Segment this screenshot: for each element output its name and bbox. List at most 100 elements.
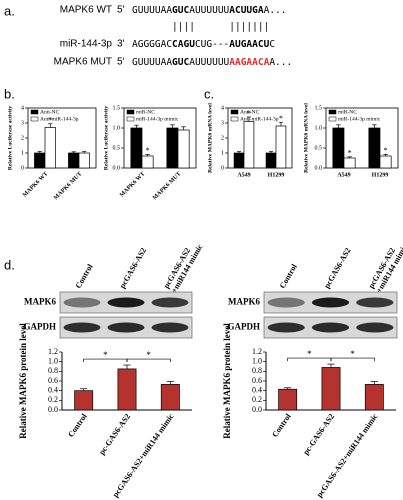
error-bar bbox=[82, 151, 87, 153]
y-tick-label: 0.0 bbox=[113, 165, 121, 171]
y-tick-label: 1.0 bbox=[48, 356, 58, 365]
lane-label-line: pcGAS6-AS2 bbox=[322, 246, 352, 290]
bar bbox=[141, 155, 154, 169]
legend-label: Anti-NC bbox=[40, 109, 60, 115]
y-tick-label: 1.0 bbox=[315, 125, 323, 131]
bar bbox=[166, 127, 179, 169]
panel-label: d. bbox=[4, 257, 15, 272]
legend-label: miR-NC bbox=[136, 109, 155, 115]
lane-label-line: pcGAS6-AS2 bbox=[118, 246, 148, 290]
bar bbox=[130, 127, 143, 169]
error-bar bbox=[347, 156, 352, 158]
seq-segment: ACUUGA bbox=[229, 5, 264, 16]
blot-band bbox=[311, 322, 350, 333]
bar bbox=[68, 152, 80, 169]
y-tick-label: 1.5 bbox=[315, 105, 323, 111]
seq-segment: A... bbox=[264, 5, 287, 16]
lane-label: Control bbox=[278, 262, 299, 290]
bar bbox=[364, 384, 384, 411]
seq-segment: A... bbox=[269, 57, 292, 68]
error-bar bbox=[284, 387, 292, 390]
error-bar bbox=[370, 381, 378, 385]
y-tick-label: 4 bbox=[21, 105, 24, 111]
y-tick-label: 0.2 bbox=[48, 395, 58, 404]
bar bbox=[368, 127, 381, 169]
bar bbox=[177, 129, 190, 169]
blot-band bbox=[356, 322, 394, 333]
error-bar bbox=[278, 121, 283, 126]
significance-mark: * bbox=[279, 114, 283, 123]
significance-mark: * bbox=[146, 350, 151, 360]
error-bar bbox=[48, 123, 53, 128]
y-tick-label: 3 bbox=[21, 120, 24, 126]
y-axis-label: Relative Luciferase activity bbox=[103, 106, 109, 170]
significance-mark: * bbox=[247, 109, 251, 118]
significance-mark: * bbox=[307, 349, 312, 359]
bar bbox=[265, 152, 277, 169]
blot-band bbox=[107, 322, 145, 333]
seq-name: MAPK6 WT bbox=[60, 5, 112, 16]
bar bbox=[321, 367, 341, 411]
y-axis-label: Relative MAPK6 mRNA level bbox=[207, 103, 213, 173]
plot-frame bbox=[123, 107, 197, 169]
y-tick-label: 2 bbox=[21, 135, 24, 141]
blot-band bbox=[63, 322, 101, 333]
seq-end: 5' bbox=[117, 57, 125, 68]
blot-row-label: GAPDH bbox=[24, 322, 57, 332]
legend-label: Anti-miR-144-3p bbox=[40, 116, 79, 122]
y-tick-label: 0.0 bbox=[315, 165, 323, 171]
y-axis-label: Relative MAPK6 protein level bbox=[18, 323, 28, 439]
x-tick-label: MAPK6 WT bbox=[119, 171, 146, 198]
x-tick-label: Control bbox=[66, 411, 89, 439]
bar bbox=[278, 388, 298, 411]
error-bar bbox=[372, 124, 377, 128]
legend-swatch bbox=[126, 109, 135, 115]
blot-row-label: GAPDH bbox=[228, 322, 261, 332]
x-tick-label: Control bbox=[270, 411, 293, 439]
y-tick-label: 2 bbox=[221, 135, 224, 141]
lane-label-line: Control bbox=[74, 262, 95, 290]
y-tick-label: 0 bbox=[21, 165, 24, 171]
seq-segment: AUUUUUU bbox=[189, 5, 229, 16]
error-bar bbox=[123, 364, 131, 369]
y-tick-label: 1.2 bbox=[48, 347, 58, 356]
significance-mark: * bbox=[48, 116, 52, 125]
y-tick-label: 0.8 bbox=[252, 366, 262, 375]
bar bbox=[117, 368, 137, 411]
blot-band bbox=[356, 297, 394, 308]
bar bbox=[343, 157, 356, 169]
blot-band bbox=[311, 297, 350, 308]
error-bar bbox=[246, 116, 251, 122]
bar bbox=[160, 384, 180, 411]
blot-band bbox=[107, 297, 145, 308]
y-tick-label: 0 bbox=[221, 165, 224, 171]
seq-segment: CAGU bbox=[172, 39, 195, 50]
y-tick-label: 4 bbox=[221, 105, 224, 111]
y-tick-label: 0.8 bbox=[48, 366, 58, 375]
legend-swatch bbox=[328, 109, 337, 115]
y-tick-label: 0.0 bbox=[252, 405, 262, 414]
y-tick-label: 0.4 bbox=[252, 385, 262, 394]
bar bbox=[332, 127, 345, 169]
error-bar bbox=[336, 124, 341, 128]
y-tick-label: 0.6 bbox=[48, 376, 58, 385]
bar bbox=[78, 152, 90, 169]
legend-label: miR-NC bbox=[338, 109, 357, 115]
pairing: |||| ||||||| bbox=[132, 22, 269, 33]
lane-label: pcGAS6-AS2+miR144 mimic bbox=[162, 238, 205, 295]
bar bbox=[233, 152, 245, 169]
bar bbox=[243, 121, 255, 169]
error-bar bbox=[327, 363, 335, 368]
blot-row-label: MAPK6 bbox=[24, 297, 56, 307]
error-bar bbox=[134, 124, 139, 128]
legend-label: Anti-miR-144-3p bbox=[240, 116, 279, 122]
error-bar bbox=[80, 388, 88, 391]
y-tick-label: 1.0 bbox=[252, 356, 262, 365]
legend-label: miR-144-3p mimic bbox=[136, 116, 179, 122]
bar bbox=[74, 390, 94, 411]
plot-frame bbox=[325, 107, 399, 169]
y-tick-label: 0.5 bbox=[113, 145, 121, 151]
seq-segment: GUUUUAA bbox=[132, 57, 172, 68]
error-bar bbox=[145, 154, 150, 156]
